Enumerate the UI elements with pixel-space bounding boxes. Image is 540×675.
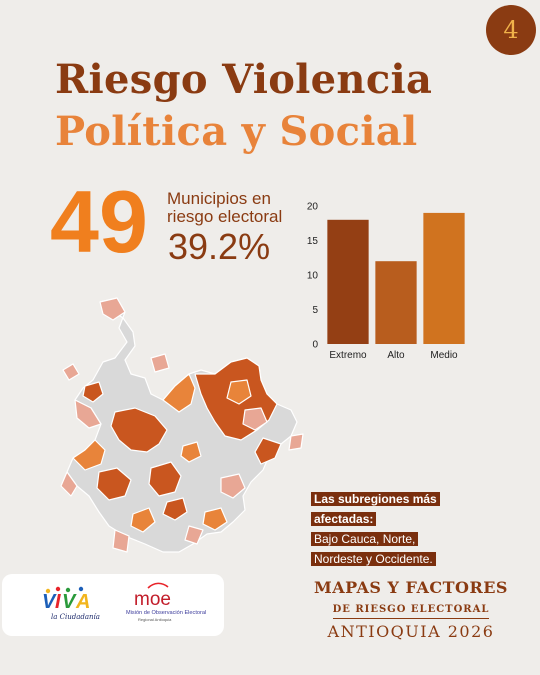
- bar-extremo: [327, 219, 369, 344]
- map-region-medio: [150, 353, 170, 373]
- svg-text:Regional Antioquia: Regional Antioquia: [138, 617, 172, 622]
- bar-alto: [375, 261, 417, 344]
- map-region-medio: [220, 473, 246, 499]
- x-tick-label: Alto: [387, 350, 405, 361]
- map-region-alto: [226, 379, 252, 405]
- callout-heading-line-1: Las subregiones más: [311, 492, 440, 506]
- footer-brand: MAPAS Y FACTORES DE RIESGO ELECTORAL ANT…: [296, 578, 526, 641]
- antioquia-map: [55, 290, 315, 586]
- sponsor-logos-panel: V I V A la Ciudadanía moe Misión de Obse…: [2, 574, 224, 636]
- map-region-extremo: [162, 497, 188, 521]
- svg-text:V: V: [42, 591, 57, 613]
- map-region-extremo: [254, 437, 282, 465]
- callout-body-line-2: Nordeste y Occidente.: [311, 552, 436, 566]
- map-region-medio: [112, 529, 130, 553]
- map-region-alto: [130, 507, 156, 533]
- viva-logo: V I V A la Ciudadanía: [42, 586, 100, 621]
- sponsor-logos: V I V A la Ciudadanía moe Misión de Obse…: [42, 582, 206, 622]
- map-region-extremo: [148, 461, 182, 497]
- map-region-medio: [288, 433, 304, 451]
- y-tick-label: 5: [312, 305, 318, 316]
- map-region-extremo: [96, 467, 132, 501]
- map-region-medio: [60, 471, 78, 497]
- y-tick-label: 0: [312, 340, 318, 351]
- map-region-medio: [74, 399, 102, 429]
- svg-text:moe: moe: [134, 589, 171, 610]
- y-tick-label: 10: [307, 271, 319, 282]
- svg-text:V: V: [62, 591, 77, 613]
- map-region-medio: [184, 525, 204, 545]
- svg-text:Misión de Observación Electora: Misión de Observación Electoral: [126, 610, 206, 616]
- moe-logo: moe Misión de Observación Electoral Regi…: [126, 582, 206, 622]
- callout-body-line-1: Bajo Cauca, Norte,: [311, 532, 419, 546]
- affected-subregions-callout: Las subregiones más afectadas: Bajo Cauc…: [311, 488, 461, 568]
- callout-heading-line-2: afectadas:: [311, 512, 377, 526]
- map-region-alto: [202, 507, 228, 531]
- municipalities-count: 49: [50, 172, 148, 271]
- x-tick-label: Medio: [430, 350, 458, 361]
- map-region-medio: [99, 297, 126, 321]
- footer-line-2: DE RIESGO ELECTORAL: [332, 604, 490, 619]
- y-tick-label: 20: [307, 202, 319, 213]
- svg-text:A: A: [75, 591, 90, 613]
- municipalities-label: Municipios en riesgo electoral: [167, 190, 282, 226]
- page-number-badge: 4: [486, 5, 536, 55]
- map-coastal-region: [62, 363, 80, 381]
- y-tick-label: 15: [307, 236, 319, 247]
- risk-percentage: 39.2%: [168, 226, 271, 267]
- map-region-extremo: [82, 381, 104, 403]
- x-tick-label: Extremo: [329, 350, 367, 361]
- municipalities-label-line-2: riesgo electoral: [167, 206, 283, 226]
- map-region-alto: [72, 439, 106, 471]
- title-line-1: Riesgo Violencia: [55, 56, 433, 103]
- svg-text:I: I: [55, 591, 61, 613]
- title-line-2: Política y Social: [55, 108, 418, 155]
- map-region-alto: [162, 373, 196, 413]
- municipalities-label-line-1: Municipios en: [167, 189, 271, 208]
- map-region-extremo: [110, 407, 168, 453]
- footer-line-3: ANTIOQUIA 2026: [327, 622, 495, 641]
- svg-text:la Ciudadanía: la Ciudadanía: [51, 613, 100, 621]
- risk-bar-chart: 0 5 10 15 20 Extremo Alto Medio: [307, 202, 465, 361]
- map-region-medio: [242, 407, 268, 431]
- map-region-alto: [180, 441, 202, 463]
- bar-medio: [423, 212, 465, 344]
- footer-line-1: MAPAS Y FACTORES: [314, 578, 508, 597]
- map-graphic: [60, 297, 304, 553]
